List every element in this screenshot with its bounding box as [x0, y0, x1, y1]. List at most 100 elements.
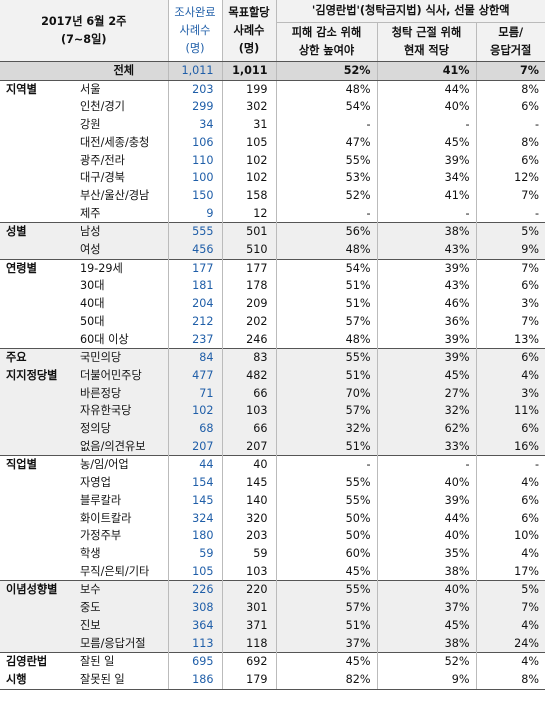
row-pct-keep-current: 41% — [377, 61, 477, 81]
row-pct-no-answer: 7% — [521, 188, 540, 202]
row-category-label: 19-29세 — [76, 258, 169, 278]
row-pct-no-answer: 6% — [521, 279, 540, 293]
row-pct-raise-limit: 51% — [276, 277, 378, 296]
row-actual-count: 113 — [168, 634, 223, 653]
header-actual-line3: (명) — [185, 41, 205, 55]
row-pct-keep-current: 38% — [377, 634, 477, 653]
row-pct-keep-current: 43% — [377, 241, 477, 260]
header-col3-line1: 모름/ — [498, 26, 524, 39]
row-pct-keep-current: - — [377, 455, 477, 475]
row-category-label: 자영업 — [76, 474, 169, 492]
row-actual-count: 207 — [168, 437, 223, 456]
row-category-label: 서울 — [76, 80, 169, 99]
row-category-label: 국민의당 — [76, 348, 169, 367]
row-group-label — [0, 152, 76, 170]
table-row: 가정주부 180 203 50% 40% 10% — [0, 527, 545, 545]
header-target-count: 목표할당 사례수 (명) — [222, 0, 277, 62]
row-actual-count: 324 — [168, 509, 223, 528]
table-row: 중도 308 301 57% 37% 7% — [0, 599, 546, 617]
row-actual-count: 145 — [168, 491, 223, 510]
row-category-label: 대전/세종/충청 — [76, 133, 169, 152]
row-actual-count: 477 — [168, 366, 223, 385]
row-target-count: 59 — [222, 544, 277, 563]
table-row: 대전/세종/충청 106 105 47% 45% 8% — [0, 133, 545, 152]
row-pct-raise-limit: 52% — [276, 186, 378, 205]
row-target-count: 179 — [222, 670, 277, 690]
row-pct-keep-current: 44% — [377, 509, 477, 528]
row-pct-keep-current: 9% — [377, 670, 477, 690]
header-period-line1: 2017년 6월 2주 — [41, 14, 127, 28]
row-pct-no-answer: 12% — [514, 171, 540, 185]
row-pct-keep-current: 41% — [377, 186, 477, 205]
row-pct-keep-current: 39% — [377, 151, 477, 170]
table-row: 직업별 농/임/어업 44 40- - - — [0, 455, 546, 475]
row-actual-count: 100 — [168, 169, 223, 187]
row-pct-raise-limit: 51% — [276, 616, 378, 635]
table-row: 지지정당별 더불어민주당 477 482 51% 45% 4% — [0, 366, 546, 385]
row-target-count: 202 — [222, 312, 277, 331]
header-col-no-answer: 모름/ 응답거절 — [476, 22, 546, 62]
row-group-label — [0, 205, 76, 223]
row-category-label: 모름/응답거절 — [76, 634, 169, 653]
row-target-count: 320 — [222, 509, 277, 528]
row-group-label — [0, 402, 76, 421]
row-pct-raise-limit: 54% — [276, 258, 378, 278]
row-pct-raise-limit: 48% — [276, 80, 378, 99]
row-pct-raise-limit: 50% — [276, 509, 378, 528]
row-pct-keep-current: - — [377, 204, 477, 223]
table-row: 학생 59 59 60% 35% 4% — [0, 544, 545, 563]
table-row: 30대 181 178 51% 43% 6% — [0, 277, 545, 296]
row-pct-keep-current: 38% — [377, 222, 477, 242]
row-pct-keep-current: 62% — [377, 420, 477, 438]
table-row: 연령별 19-29세 177 177 54% 39% 7% — [0, 258, 546, 278]
row-actual-count: 177 — [168, 258, 223, 278]
row-category-label: 강원 — [76, 116, 169, 134]
row-group-label — [0, 169, 76, 187]
row-group-label — [0, 563, 76, 581]
table-row: 없음/의견유보 207 207 51% 33% 16% — [0, 437, 546, 456]
header-col-raise-limit: 피해 감소 위해 상한 높여야 — [276, 22, 378, 62]
row-pct-no-answer: 6% — [521, 511, 540, 525]
row-pct-keep-current: 45% — [377, 133, 477, 152]
table-body: 전체 1,011 1,011 52% 41% 7% 지역별 서울 203 199 48% 44% 8% 인… — [0, 61, 546, 690]
row-target-count: 177 — [222, 258, 277, 278]
table-row: 부산/울산/경남 150 158 52% 41% 7% — [0, 186, 545, 205]
row-pct-no-answer: 17% — [514, 564, 540, 578]
row-group-label: 주요 — [0, 348, 76, 367]
row-pct-keep-current: 45% — [377, 366, 477, 385]
row-category-label: 무직/은퇴/기타 — [76, 562, 169, 581]
row-pct-no-answer: 24% — [476, 634, 546, 653]
row-category-label: 중도 — [76, 599, 169, 617]
row-pct-no-answer: 13% — [514, 332, 540, 346]
row-target-count: 12 — [222, 204, 277, 223]
row-pct-raise-limit: 37% — [276, 634, 378, 653]
row-target-count: 140 — [222, 491, 277, 510]
row-actual-count: 71 — [168, 384, 223, 403]
row-actual-count: 456 — [168, 241, 223, 260]
row-category-label: 화이트칼라 — [76, 509, 169, 528]
row-actual-count: 102 — [168, 402, 223, 421]
row-group-label: 김영란법 — [0, 652, 76, 671]
row-pct-raise-limit: 55% — [276, 474, 378, 492]
table-row: 바른정당 71 66 70% 27% 3% — [0, 384, 546, 403]
table-row: 대구/경북 100 102 53% 34% 12% — [0, 169, 545, 187]
row-pct-raise-limit: 56% — [276, 222, 378, 242]
row-actual-count: 555 — [168, 222, 223, 242]
row-target-count: 209 — [222, 295, 277, 313]
row-pct-no-answer: 4% — [521, 476, 540, 490]
header-period: 2017년 6월 2주 (7~8일) — [0, 0, 169, 62]
row-category-label: 전체 — [76, 61, 169, 81]
header-actual-count: 조사완료 사례수 (명) — [168, 0, 223, 62]
row-pct-no-answer: 9% — [476, 241, 546, 260]
table-row: 화이트칼라 324 320 50% 44% 6% — [0, 509, 545, 528]
row-pct-raise-limit: 51% — [276, 366, 378, 385]
row-pct-raise-limit: 48% — [276, 330, 378, 349]
row-group-label — [0, 545, 76, 563]
row-pct-keep-current: 38% — [377, 562, 477, 581]
row-actual-count: 212 — [168, 312, 223, 331]
table-row: 자영업 154 145 55% 40% 4% — [0, 474, 545, 492]
row-pct-raise-limit: - — [276, 204, 378, 223]
poll-results-table: 2017년 6월 2주 (7~8일) 조사완료 사례수 (명) 목표할당 사례수… — [0, 0, 546, 690]
row-pct-no-answer: 3% — [476, 384, 546, 403]
row-target-count: 158 — [222, 186, 277, 205]
